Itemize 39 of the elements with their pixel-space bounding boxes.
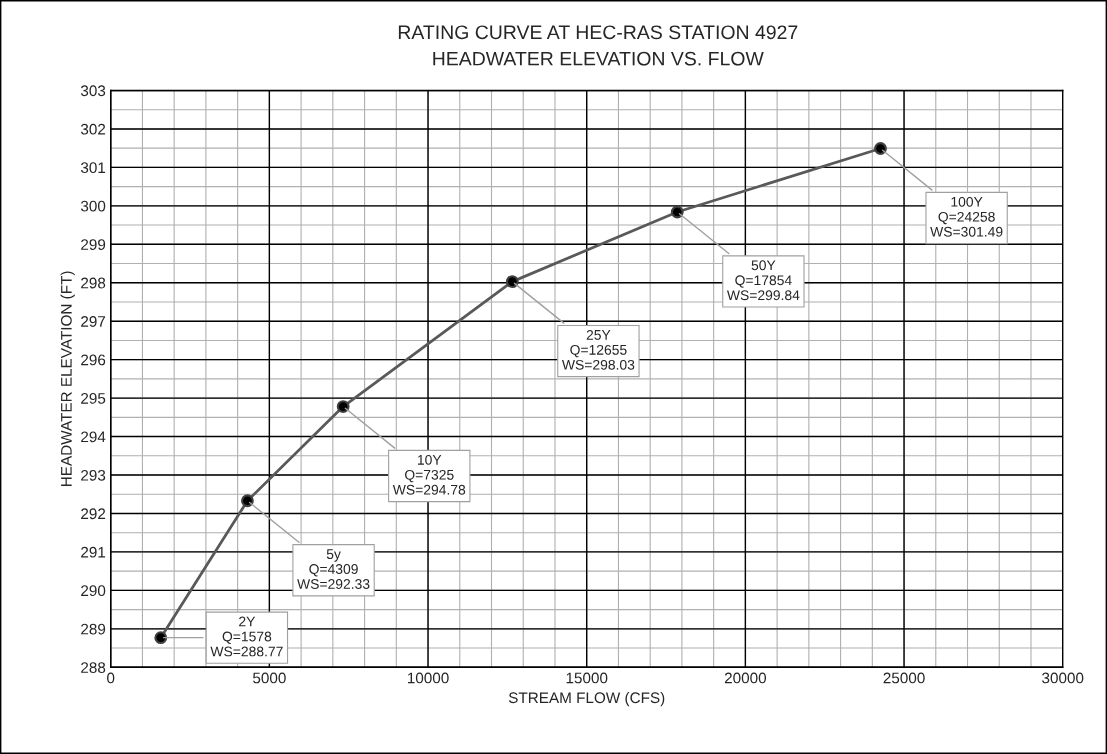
y-tick-label: 290 (81, 585, 106, 597)
x-tick-label: 5000 (252, 672, 286, 684)
chart-subtitle: HEADWATER ELEVATION VS. FLOW (433, 51, 764, 66)
point (241, 494, 254, 508)
x-tick-label: 0 (107, 672, 115, 684)
y-tick-label: 289 (81, 623, 106, 635)
annotation: 25Y Q=12655 WS=298.03 (561, 329, 635, 370)
point (874, 142, 887, 155)
annotation: 10Y Q=7325 WS=294.78 (392, 454, 466, 495)
y-tick-label: 298 (81, 277, 106, 289)
point (154, 631, 168, 645)
y-tick-label: 295 (81, 392, 106, 404)
y-tick-label: 303 (80, 85, 106, 97)
y-tick-label: 300 (80, 200, 106, 212)
y-tick-label: 291 (81, 546, 106, 558)
y-axis-title: HEADWATER ELEVATION (FT) (60, 271, 75, 486)
y-tick-label: 302 (80, 123, 106, 135)
x-axis-title: STREAM FLOW (CFS) (508, 691, 665, 707)
annotation: 5y Q=4309 WS=292.33 (297, 549, 370, 589)
chart-title: RATING CURVE AT HEC-RAS STATION 4927 (398, 25, 798, 40)
x-tick-label: 10000 (407, 672, 449, 684)
y-tick-label: 299 (81, 239, 106, 250)
x-tick-label: 20000 (724, 672, 767, 684)
y-tick-label: 294 (81, 431, 106, 443)
y-tick-label: 293 (81, 469, 106, 481)
y-tick-label: 288 (81, 662, 106, 673)
y-tick-label: 301 (80, 162, 106, 174)
annotation: 50Y Q=17854 WS=299.84 (726, 260, 800, 301)
x-tick-label: 30000 (1042, 672, 1084, 684)
y-tick-label: 297 (81, 316, 106, 327)
x-tick-label: 25000 (883, 672, 925, 684)
annotation: 2Y Q=1578 WS=288.77 (210, 616, 283, 657)
point (505, 275, 519, 289)
point (670, 205, 684, 219)
y-tick-label: 292 (81, 508, 106, 520)
x-tick-label: 15000 (566, 672, 608, 684)
y-tick-label: 296 (81, 354, 106, 366)
annotation: 100Y Q=24258 WS=301.49 (930, 196, 1003, 237)
point (336, 400, 350, 413)
